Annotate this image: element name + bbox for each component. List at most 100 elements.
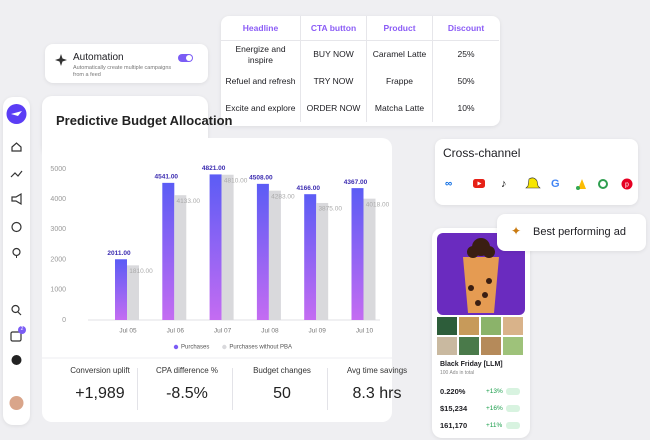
metric-change: +13% (486, 388, 503, 395)
phone-subtitle: 100 Ads in total (440, 370, 475, 376)
automation-card: Automation Automatically create multiple… (45, 44, 208, 83)
bar (256, 183, 269, 320)
best-ad-card: ✦ Best performing ad (497, 214, 646, 251)
table-card: Headline CTA button Product Discount Energiz… (221, 16, 500, 126)
table-header: CTA button (301, 16, 367, 41)
svg-text:♪: ♪ (501, 178, 507, 190)
svg-text:G: G (551, 178, 560, 190)
bar (304, 194, 317, 320)
legend-label: Purchases without PBA (229, 345, 292, 351)
bar (115, 259, 127, 320)
table-cell: 50% (457, 76, 475, 87)
table-cell: 25% (457, 49, 475, 60)
bar (209, 174, 222, 320)
metric-value: 0.220% (440, 387, 466, 396)
stat-label: Conversion uplift (70, 366, 130, 375)
x-tick-label: Jul 09 (309, 328, 327, 335)
x-tick-label: Jul 06 (167, 328, 185, 335)
svg-text:∞: ∞ (445, 179, 452, 190)
value-label: 4541.00 (155, 174, 179, 181)
table-cell: Matcha Latte (367, 95, 433, 122)
value-label: 4367.00 (344, 179, 368, 186)
value-label: 4133.00 (177, 198, 201, 205)
automation-title: Automation (73, 52, 124, 63)
stat: Conversion uplift +1,989 (55, 366, 145, 403)
x-tick-label: Jul 08 (261, 328, 279, 335)
metric-change: +16% (486, 405, 503, 412)
value-label: 3875.00 (318, 206, 342, 213)
y-tick-label: 2000 (50, 256, 66, 263)
bar (127, 265, 139, 320)
stat-label: Budget changes (253, 366, 311, 375)
table-cell: Frappe (367, 68, 433, 95)
y-tick-label: 1000 (50, 287, 66, 294)
table-cell: Excite and explore (221, 95, 301, 122)
value-label: 4018.00 (366, 201, 390, 208)
table: Headline CTA button Product Discount Energiz… (221, 16, 500, 122)
value-label: 2011.00 (107, 250, 131, 257)
table-cell: 10% (457, 103, 475, 114)
y-tick-label: 0 (62, 317, 66, 324)
table-cell: BUY NOW (301, 41, 367, 68)
metric-value: 161,170 (440, 421, 468, 430)
bar (221, 174, 234, 320)
bar (363, 198, 376, 320)
value-label: 1810.00 (129, 268, 153, 275)
x-tick-label: Jul 07 (214, 328, 232, 335)
ad-thumbnails (437, 317, 523, 355)
legend-label: Purchases (181, 345, 209, 351)
value-label: 4166.00 (296, 185, 320, 192)
toggle[interactable] (178, 54, 193, 62)
bar (174, 195, 187, 320)
stat: Avg time savings 8.3 hrs (332, 366, 422, 403)
party-icon: ✦ (511, 224, 522, 238)
value-label: 4283.00 (271, 193, 295, 200)
y-tick-label: 5000 (50, 166, 66, 173)
table-cell: Refuel and refresh (221, 68, 301, 95)
best-ad-title: Best performing ad (533, 226, 626, 238)
value-label: 4810.00 (224, 177, 248, 184)
phone-title: Black Friday [LLM] (440, 361, 503, 368)
sidebar-icons (6, 104, 27, 410)
metric-bar (506, 405, 520, 412)
metric-bar (506, 422, 520, 429)
legend-swatch (222, 344, 227, 350)
stat-value: 8.3 hrs (352, 385, 402, 402)
stat: Budget changes 50 (237, 366, 327, 403)
bar (268, 190, 281, 320)
table-cell: TRY NOW (301, 68, 367, 95)
bar (316, 202, 329, 320)
value-label: 4821.00 (202, 165, 226, 172)
x-tick-label: Jul 10 (356, 328, 374, 335)
metric-value: $15,234 (440, 404, 468, 413)
cross-channel-title: Cross-channel (443, 146, 521, 160)
stat: CPA difference % -8.5% (142, 366, 232, 403)
stat-divider (232, 368, 233, 410)
badge: 2 (20, 326, 24, 332)
stat-label: CPA difference % (156, 366, 218, 375)
table-cell: Energize and inspire (221, 41, 301, 68)
stat-value: -8.5% (166, 385, 208, 402)
bar (162, 182, 175, 320)
automation-desc: Automatically create multiple campaigns … (73, 65, 172, 78)
cross-channel-card: Cross-channel ∞ ♪ G p (435, 139, 638, 205)
table-cell: Caramel Latte (367, 41, 433, 68)
metric-change: +11% (486, 422, 503, 429)
table-header: Discount (433, 16, 499, 41)
bar (351, 188, 364, 320)
sidebar: 2 (3, 97, 30, 425)
value-label: 4508.00 (249, 175, 273, 182)
phone: Black Friday [LLM] 100 Ads in total 0.22… (432, 228, 530, 438)
channel-icons: ∞ ♪ G p (445, 177, 633, 190)
table-cell: ORDER NOW (301, 95, 367, 122)
stat-value: 50 (273, 385, 291, 402)
chart-title: Predictive Budget Allocation (56, 113, 233, 128)
ad-image (437, 233, 525, 315)
y-tick-label: 4000 (50, 196, 66, 203)
stat-divider (137, 368, 138, 410)
table-header: Headline (221, 16, 301, 41)
stat-divider (327, 368, 328, 410)
svg-text:p: p (625, 181, 629, 188)
